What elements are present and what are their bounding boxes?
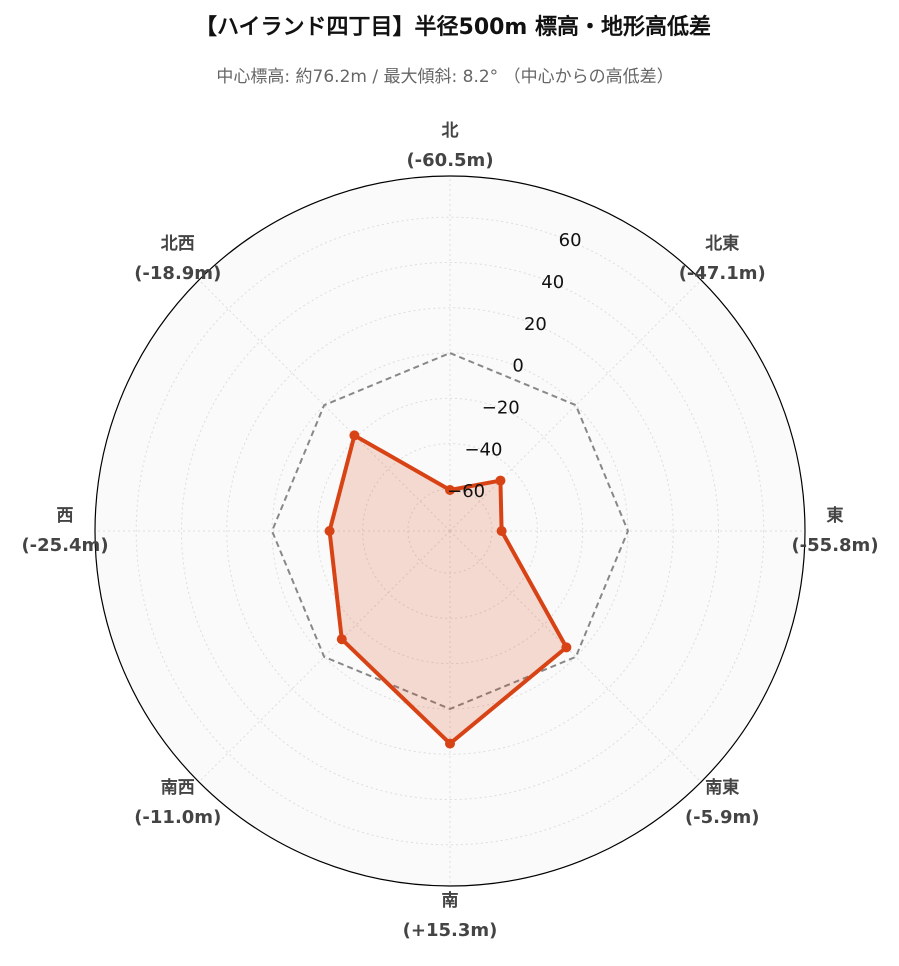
data-point	[496, 526, 507, 536]
r-tick-label: −60	[447, 481, 485, 502]
chart-subtitle: 中心標高: 約76.2m / 最大傾斜: 8.2° （中心からの高低差）	[216, 67, 673, 87]
value-label: (-11.0m)	[134, 807, 221, 828]
category-label: 南西	[161, 777, 195, 798]
category-label: 北	[442, 121, 459, 141]
category-label: 南	[442, 890, 459, 911]
grid-circle	[180, 261, 720, 801]
data-point	[336, 634, 347, 645]
data-point	[445, 738, 455, 749]
category-label: 東	[827, 505, 844, 526]
chart-title: 【ハイランド四丁目】半径500m 標高・地形高低差	[195, 14, 711, 40]
r-tick-label: −20	[482, 397, 520, 418]
value-label: (-60.5m)	[406, 150, 493, 171]
r-tick-label: −40	[464, 439, 502, 460]
plot-border	[94, 175, 806, 887]
r-tick-label: 60	[559, 230, 582, 251]
value-label: (-47.1m)	[679, 263, 766, 284]
r-tick-label: 0	[512, 356, 523, 377]
category-label: 西	[57, 506, 74, 526]
value-label: (-55.8m)	[791, 535, 878, 556]
grid-circle	[316, 397, 584, 665]
grid-circle	[407, 488, 493, 574]
data-point	[495, 475, 506, 486]
spoke	[198, 530, 451, 783]
data-point	[561, 642, 572, 653]
data-point	[349, 430, 360, 441]
spoke	[198, 279, 451, 532]
grid-circle	[362, 443, 538, 619]
zero-reference	[270, 351, 630, 711]
spoke	[449, 530, 702, 783]
data-point	[445, 485, 455, 496]
value-label: (-18.9m)	[134, 263, 221, 284]
value-label: (+15.3m)	[403, 920, 498, 941]
grid-circle	[226, 307, 674, 755]
category-label: 南東	[705, 777, 739, 798]
r-tick-label: 40	[541, 272, 564, 293]
value-label: (-25.4m)	[21, 535, 108, 556]
r-tick-label: 20	[524, 314, 547, 335]
value-label: (-5.9m)	[685, 807, 760, 828]
category-label: 北東	[705, 233, 739, 254]
category-label: 北西	[161, 234, 195, 254]
data-point	[324, 526, 335, 536]
spoke	[449, 279, 702, 532]
grid-circle	[135, 216, 765, 846]
